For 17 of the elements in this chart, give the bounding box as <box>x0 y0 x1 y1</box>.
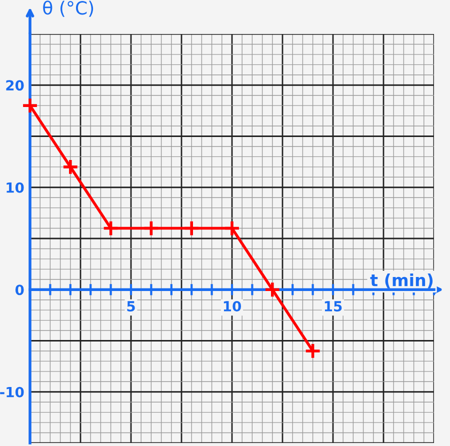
point <box>142 220 160 237</box>
point <box>62 158 79 176</box>
point <box>102 220 120 237</box>
y-tick-label: 0 <box>15 284 24 296</box>
y-tick-label: -10 <box>0 386 24 398</box>
y-tick-label: 10 <box>6 182 24 193</box>
point <box>22 97 38 114</box>
point <box>264 281 281 298</box>
point <box>224 220 240 237</box>
point <box>183 220 200 237</box>
x-tick-label: 10 <box>224 300 241 312</box>
point <box>304 342 322 360</box>
x-tick-label: 15 <box>324 301 342 312</box>
y-tick-label: 20 <box>6 80 24 91</box>
x-tick-label: 5 <box>127 301 135 312</box>
y-axis-title: θ (°C) <box>43 0 94 17</box>
x-axis-title: t (min) <box>370 273 433 288</box>
